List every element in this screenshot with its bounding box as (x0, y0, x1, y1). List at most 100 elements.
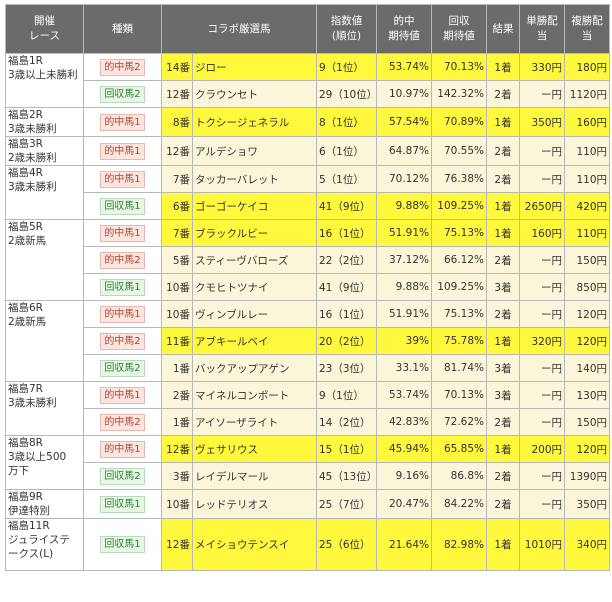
header-row: 開催 レース 種類 コラボ厳選馬 指数値 (順位) 的中 期待値 回収 期待値 … (5, 4, 610, 54)
horse-number: 2番 (161, 381, 193, 409)
place-payout: 110円 (564, 136, 610, 166)
finish-position: 3着 (486, 354, 520, 382)
place-payout: 340円 (564, 518, 610, 571)
horse-number: 8番 (161, 107, 193, 137)
finish-position: 1着 (486, 219, 520, 247)
type-cell: 回収馬1 (83, 518, 162, 571)
pick-type-badge: 的中馬2 (100, 413, 145, 431)
win-payout: 1010円 (519, 518, 565, 571)
finish-position: 2着 (486, 80, 520, 108)
place-payout: 1120円 (564, 80, 610, 108)
horse-name: バックアップアゲン (192, 354, 317, 382)
place-payout: 150円 (564, 246, 610, 274)
header-race-text: 開催 レース (29, 15, 60, 42)
finish-position: 1着 (486, 192, 520, 220)
table-row: 回収馬2 3番 レイデルマール 45（13位） 9.16% 86.8% 2着 ー円 1390円 (6, 462, 610, 490)
finish-position: 2着 (486, 165, 520, 193)
place-payout: 130円 (564, 381, 610, 409)
hit-expectation: 51.91% (376, 300, 432, 328)
horse-name: ヴェサリウス (192, 435, 317, 463)
horse-number: 10番 (161, 489, 193, 519)
header-finish: 結果 (486, 4, 520, 54)
finish-position: 2着 (486, 489, 520, 519)
hit-expectation: 45.94% (376, 435, 432, 463)
table-row: 福島4R 3歳未勝利 的中馬1 7番 タッカーバレット 5（1位） 70.12% 76.38… (5, 165, 610, 220)
race-label-cell: 福島6R 2歳新馬 (5, 300, 84, 382)
horse-number: 7番 (161, 219, 193, 247)
win-payout: ー円 (519, 489, 565, 519)
horse-number: 14番 (161, 53, 193, 81)
race-label-cell: 福島4R 3歳未勝利 (5, 165, 84, 220)
index-value: 15（1位） (316, 435, 377, 463)
table-row: 回収馬1 6番 ゴーゴーケイコ 41（9位） 9.88% 109.25% 1着 2650円 42… (6, 192, 610, 220)
win-payout: ー円 (519, 381, 565, 409)
horse-name: ジロー (192, 53, 317, 81)
return-expectation: 109.25% (431, 192, 487, 220)
index-value: 14（2位） (316, 408, 377, 436)
horse-name: アイソーザライト (192, 408, 317, 436)
race-label: 福島5R 2歳新馬 (8, 221, 47, 247)
header-return-rate-text: 回収 期待値 (443, 15, 475, 42)
pick-type-badge: 的中馬1 (100, 113, 145, 131)
return-expectation: 70.13% (431, 381, 487, 409)
return-expectation: 81.74% (431, 354, 487, 382)
return-expectation: 70.13% (431, 53, 487, 81)
pick-type-badge: 回収馬2 (100, 467, 145, 485)
horse-name: レッドテリオス (192, 489, 317, 519)
horse-name: マイネルコンポート (192, 381, 317, 409)
pick-type-badge: 回収馬1 (100, 495, 145, 513)
return-expectation: 142.32% (431, 80, 487, 108)
horse-number: 1番 (161, 354, 193, 382)
hit-expectation: 53.74% (376, 381, 432, 409)
table-row: 福島2R 3歳未勝利 的中馬1 8番 トクシージェネラル 8（1位） 57.54% 70.8… (5, 107, 610, 137)
horse-name: ヴィンブルレー (192, 300, 317, 328)
race-label: 福島1R 3歳以上未勝利 (8, 55, 78, 81)
table-row: 福島5R 2歳新馬 的中馬1 7番 ブラックルビー 16（1位） 51.91% 75.13%… (5, 219, 610, 301)
finish-position: 2着 (486, 408, 520, 436)
return-expectation: 82.98% (431, 518, 487, 571)
type-cell: 的中馬2 (83, 327, 162, 355)
hit-expectation: 33.1% (376, 354, 432, 382)
finish-position: 2着 (486, 246, 520, 274)
pick-type-badge: 的中馬1 (100, 170, 145, 188)
header-type: 種類 (83, 4, 162, 54)
horse-name: アブキールベイ (192, 327, 317, 355)
type-cell: 的中馬2 (83, 408, 162, 436)
type-cell: 回収馬1 (83, 489, 162, 519)
win-payout: 330円 (519, 53, 565, 81)
index-value: 8（1位） (316, 107, 377, 137)
place-payout: 120円 (564, 327, 610, 355)
type-cell: 回収馬1 (83, 273, 162, 301)
table-row: 福島3R 2歳未勝利 的中馬1 12番 アルデショワ 6（1位） 64.87% 70.55%… (5, 136, 610, 166)
pick-type-badge: 回収馬2 (100, 85, 145, 103)
win-payout: ー円 (519, 273, 565, 301)
race-label: 福島7R 3歳未勝利 (8, 383, 57, 409)
win-payout: ー円 (519, 80, 565, 108)
type-cell: 回収馬2 (83, 462, 162, 490)
return-expectation: 76.38% (431, 165, 487, 193)
results-body: 福島1R 3歳以上未勝利 的中馬2 14番 ジロー 9（1位） 53.74% 70.13% 1… (5, 53, 610, 571)
pick-type-badge: 的中馬1 (100, 440, 145, 458)
index-value: 25（7位） (316, 489, 377, 519)
horse-number: 3番 (161, 462, 193, 490)
horse-number: 6番 (161, 192, 193, 220)
index-value: 16（1位） (316, 219, 377, 247)
race-label-cell: 福島3R 2歳未勝利 (5, 136, 84, 166)
place-payout: 160円 (564, 107, 610, 137)
place-payout: 140円 (564, 354, 610, 382)
horse-name: クモヒトツナイ (192, 273, 317, 301)
horse-name: アルデショワ (192, 136, 317, 166)
win-payout: ー円 (519, 136, 565, 166)
pick-type-badge: 的中馬1 (100, 224, 145, 242)
finish-position: 1着 (486, 435, 520, 463)
pick-type-badge: 的中馬1 (100, 305, 145, 323)
horse-name: タッカーバレット (192, 165, 317, 193)
return-expectation: 65.85% (431, 435, 487, 463)
pick-type-badge: 回収馬2 (100, 359, 145, 377)
race-label: 福島6R 2歳新馬 (8, 302, 47, 328)
index-value: 9（1位） (316, 53, 377, 81)
type-cell: 的中馬1 (83, 136, 162, 166)
pick-type-badge: 的中馬1 (100, 142, 145, 160)
horse-name: トクシージェネラル (192, 107, 317, 137)
place-payout: 350円 (564, 489, 610, 519)
